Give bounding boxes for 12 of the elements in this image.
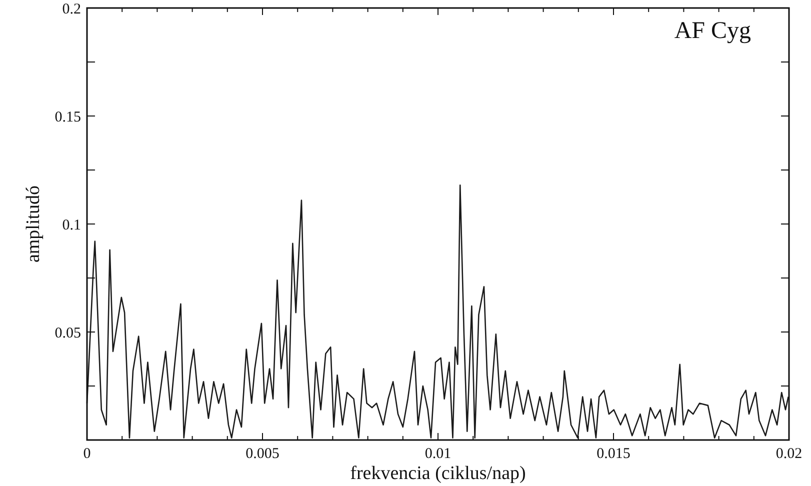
y-tick-label: 0.1 — [62, 217, 81, 234]
x-tick-label: 0.02 — [776, 446, 802, 462]
x-tick-label: 0 — [83, 446, 91, 462]
y-tick-label: 0.2 — [62, 1, 81, 18]
x-tick-label: 0.01 — [424, 446, 452, 462]
y-axis-title: amplitudó — [23, 185, 44, 263]
y-tick-label: 0.15 — [54, 109, 81, 126]
y-tick-label: 0.05 — [54, 325, 81, 342]
x-tick-label: 0.015 — [596, 446, 630, 462]
x-axis-title: frekvencia (ciklus/nap) — [350, 463, 526, 484]
chart-title: AF Cyg — [674, 18, 751, 44]
x-tick-label: 0.005 — [246, 446, 280, 462]
